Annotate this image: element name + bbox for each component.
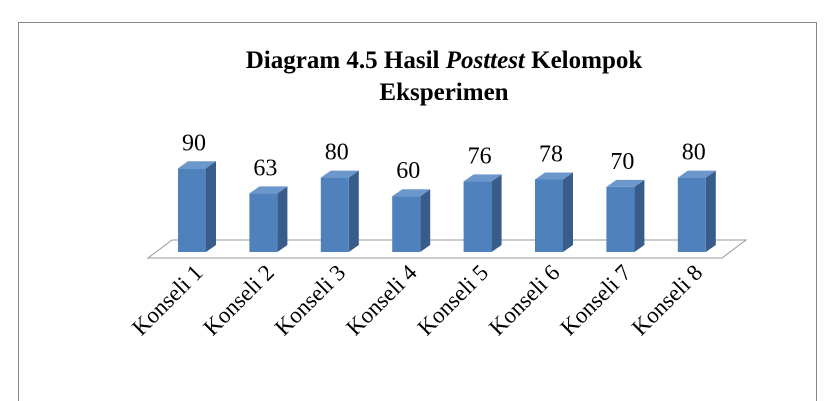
bar-side [206, 161, 216, 252]
bar [320, 170, 359, 252]
bar-side [420, 189, 431, 252]
bar-side [277, 186, 288, 252]
bar-top [463, 174, 502, 182]
bar [606, 179, 645, 252]
data-label: 76 [468, 143, 492, 169]
bar [178, 161, 216, 252]
data-label: 70 [610, 149, 634, 175]
chart-title: Eksperimen [379, 79, 508, 106]
chart-title: Diagram 4.5 Hasil Posttest Kelompok [246, 47, 643, 74]
bar-top [677, 170, 716, 178]
x-tick-label: Konseli 1 [127, 260, 207, 340]
bar-side [705, 170, 716, 252]
bar [392, 189, 431, 252]
bar-top [392, 189, 431, 197]
bar-front [178, 168, 206, 252]
title-part: Diagram 4.5 Hasil [246, 47, 440, 74]
bar-top [178, 161, 216, 169]
data-label: 80 [325, 140, 349, 166]
bar-front [463, 181, 492, 252]
bar-front [249, 193, 278, 252]
data-label: 78 [539, 141, 563, 167]
bar [535, 172, 573, 252]
data-label: 80 [682, 140, 706, 166]
bar [677, 170, 716, 252]
title-part: Kelompok [531, 47, 642, 74]
title-part: Posttest [445, 47, 526, 74]
data-label: 63 [253, 155, 277, 181]
bar-side [491, 174, 502, 252]
bar-top [606, 179, 645, 187]
x-tick-label: Konseli 7 [555, 260, 635, 340]
data-label: 90 [182, 130, 206, 156]
bar [463, 174, 502, 252]
data-label: 60 [396, 158, 420, 184]
bar-top [320, 170, 359, 178]
x-tick-label: Konseli 8 [627, 260, 707, 340]
x-tick-label: Konseli 4 [341, 260, 422, 341]
x-tick-label: Konseli 5 [413, 260, 493, 340]
bar-side [563, 172, 573, 252]
bar-front [606, 186, 635, 252]
bar-front [392, 196, 421, 252]
floor [146, 239, 748, 259]
bar-front [535, 179, 563, 252]
bar-front [677, 177, 706, 252]
bar [249, 186, 288, 252]
bar-side [634, 179, 645, 252]
bar-side [348, 170, 359, 252]
x-tick-label: Konseli 3 [270, 260, 350, 340]
bar-top [249, 186, 288, 194]
bar-top [535, 172, 573, 180]
x-tick-label: Konseli 2 [198, 260, 278, 340]
x-tick-label: Konseli 6 [484, 260, 564, 340]
chart-frame [18, 22, 817, 401]
bar-front [320, 177, 349, 252]
